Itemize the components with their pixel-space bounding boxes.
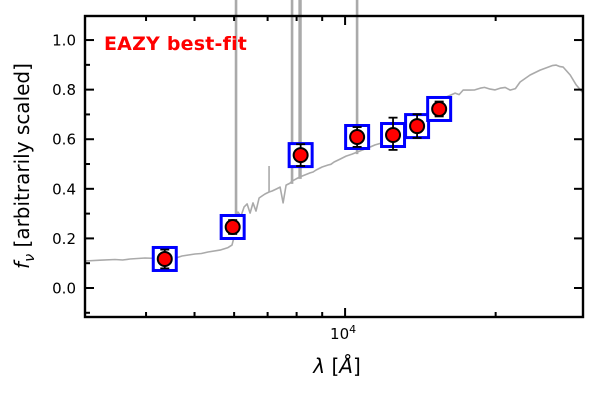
- y-tick-label: 0.6: [52, 131, 76, 149]
- angstrom-symbol: Å: [339, 354, 353, 378]
- xlabel-open-bracket: [: [325, 354, 340, 378]
- y-tick-label: 0.2: [52, 230, 76, 248]
- photometry-point: [344, 123, 371, 150]
- photometry-circle-marker: [292, 147, 309, 164]
- x-axis-label: λ [Å]: [313, 354, 361, 378]
- photometry-point: [404, 113, 431, 140]
- lambda-symbol: λ: [313, 354, 326, 378]
- ylabel-units: [arbitrarily scaled]: [10, 63, 34, 254]
- photometry-point: [287, 142, 314, 169]
- x-tick-label: 104: [330, 323, 356, 343]
- photometry-circle-marker: [431, 100, 448, 117]
- y-tick-label: 0.4: [52, 180, 76, 198]
- model-spectrum-line: [84, 64, 584, 262]
- xlabel-close-bracket: ]: [352, 354, 361, 378]
- photometry-circle-marker: [349, 128, 366, 145]
- photometry-circle-marker: [156, 250, 173, 267]
- y-axis-label: fν [arbitrarily scaled]: [10, 63, 38, 269]
- photometry-circle-marker: [409, 118, 426, 135]
- plot-frame: [83, 14, 585, 319]
- y-tick-label: 0.8: [52, 81, 76, 99]
- photometry-point: [219, 213, 246, 240]
- photometry-circle-marker: [224, 218, 241, 235]
- y-tick-label: 0.0: [52, 279, 76, 297]
- flux-symbol: f: [10, 261, 34, 269]
- nu-subscript: ν: [22, 253, 38, 262]
- photometry-point: [151, 245, 178, 272]
- plot-annotation-eazy-best-fit: EAZY best-fit: [104, 33, 248, 55]
- photometry-point: [426, 95, 453, 122]
- y-tick-label: 1.0: [52, 32, 76, 50]
- photometry-point: [380, 116, 407, 151]
- photometry-circle-marker: [385, 127, 402, 144]
